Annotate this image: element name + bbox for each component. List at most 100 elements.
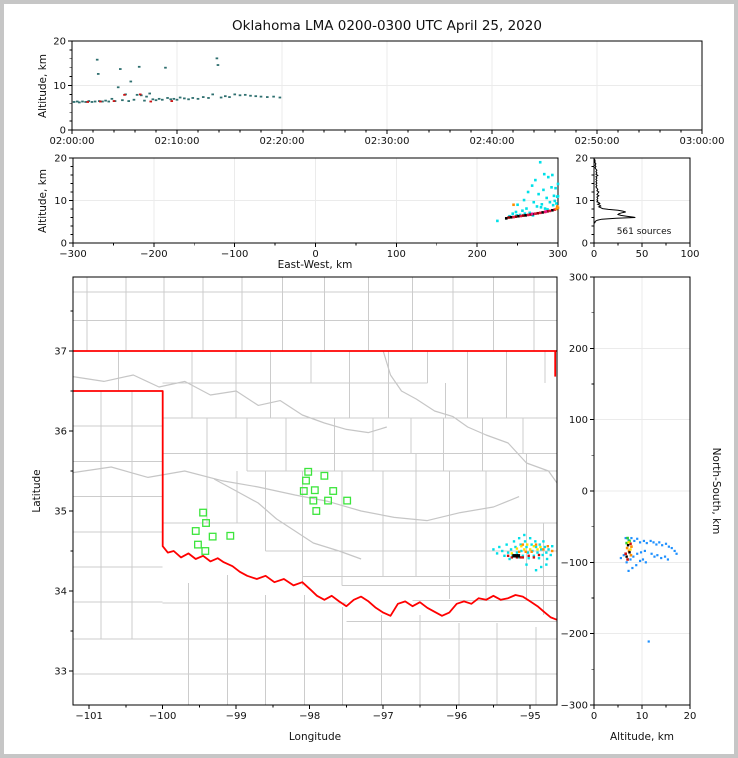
sources-teal [78, 101, 81, 104]
sources-blue [656, 554, 659, 557]
sources-teal [84, 101, 87, 103]
sources-cyan [537, 192, 540, 196]
x-tick-label: −300 [59, 249, 86, 260]
x-tick-label: 0 [312, 249, 318, 260]
sources-cyan [550, 186, 553, 189]
sources-cyan [506, 551, 510, 554]
sources-teal [127, 100, 130, 102]
y-tick-label: −300 [561, 701, 588, 712]
sources-cyan [539, 565, 543, 569]
sources-yellow [526, 543, 529, 546]
sources-teal [116, 86, 120, 89]
sources-teal [107, 100, 111, 103]
panel-frame [72, 157, 559, 244]
panel-frame [593, 276, 691, 706]
sources-orange [521, 543, 525, 546]
sources-blue [666, 558, 670, 561]
sources-orange [546, 545, 550, 548]
x-tick-label: −101 [75, 711, 102, 722]
sources-red [532, 556, 536, 559]
sources-count-annotation: 561 sources [617, 227, 672, 237]
lma-station-marker [309, 496, 318, 505]
sources-cyan [525, 207, 528, 210]
sources-yellow [627, 541, 630, 544]
sources-orange [530, 550, 533, 553]
sources-cyan [556, 182, 560, 186]
sources-blue [622, 554, 625, 557]
sources-teal [129, 80, 133, 83]
x-tick-label: 0 [591, 711, 597, 722]
sources-teal [238, 94, 242, 97]
sources-red [99, 100, 102, 103]
sources-blue [636, 537, 639, 540]
sources-cyan [525, 563, 528, 566]
sources-teal [110, 97, 114, 100]
sources-cyan [553, 199, 557, 203]
sources-blue [660, 556, 663, 560]
river-line [72, 466, 520, 522]
sources-teal [119, 68, 122, 70]
sources-black [504, 217, 508, 220]
sources-crimson [512, 215, 515, 219]
sources-teal [183, 97, 186, 100]
sources-cyan [551, 173, 554, 177]
sources-blue [625, 561, 628, 564]
x-tick-label: −96 [446, 711, 467, 722]
sources-cyan [495, 552, 499, 555]
sources-black [509, 215, 513, 219]
sources-yellow [532, 545, 536, 548]
y-tick-label: 36 [54, 427, 67, 438]
sources-black [625, 555, 628, 558]
sources-teal [254, 95, 258, 98]
sources-yellow [523, 548, 526, 551]
sources-crimson [553, 208, 557, 211]
x-tick-label: −200 [140, 249, 167, 260]
x-tick-label: 100 [680, 249, 699, 260]
sources-teal [104, 99, 107, 102]
sources-blue [629, 558, 632, 561]
y-tick-label: 0 [582, 239, 588, 250]
sources-cyan [535, 205, 539, 208]
sources-cyan [545, 563, 548, 566]
sources-cyan [498, 545, 501, 549]
sources-yellow [528, 548, 532, 551]
x-tick-label: 02:00:00 [50, 136, 95, 147]
sources-orange [627, 549, 631, 553]
lma-station-marker [199, 508, 208, 517]
sources-blue [644, 561, 647, 564]
y-tick-label: 10 [575, 196, 588, 207]
sources-blue [675, 552, 678, 555]
sources-blue [663, 555, 667, 558]
sources-blue [627, 569, 630, 572]
x-tick-label: −95 [520, 711, 541, 722]
sources-red [519, 556, 522, 559]
sources-cyan [542, 540, 545, 543]
sources-red [626, 558, 629, 561]
sources-teal [266, 96, 269, 98]
x-tick-label: 02:40:00 [470, 136, 515, 147]
sources-black [512, 554, 516, 558]
sources-blue [642, 539, 646, 543]
lma-station-marker [329, 487, 338, 495]
y-tick-label: −200 [561, 629, 588, 640]
x-tick-label: 03:00:00 [680, 136, 725, 147]
sources-cyan [539, 206, 543, 209]
sources-teal [145, 95, 148, 98]
sources-yellow [536, 548, 539, 551]
sources-cyan [547, 175, 550, 179]
altitude-histogram-panel: 0 50 100 0 10 20 [575, 154, 699, 261]
x-tick-label: 02:30:00 [365, 136, 410, 147]
lma-station-marker [191, 527, 200, 535]
sources-teal [143, 99, 146, 102]
sources-teal [101, 100, 104, 103]
sources-cyan [514, 545, 517, 549]
sources-teal [207, 97, 210, 99]
x-tick-label: 300 [548, 249, 567, 260]
sources-crimson [534, 212, 537, 215]
sources-cyan [539, 548, 543, 551]
x-tick-label: 20 [684, 711, 697, 722]
sources-orange [630, 545, 633, 548]
sources-cyan [530, 184, 534, 187]
sources-teal [219, 96, 223, 99]
x-tick-label: 200 [468, 249, 487, 260]
